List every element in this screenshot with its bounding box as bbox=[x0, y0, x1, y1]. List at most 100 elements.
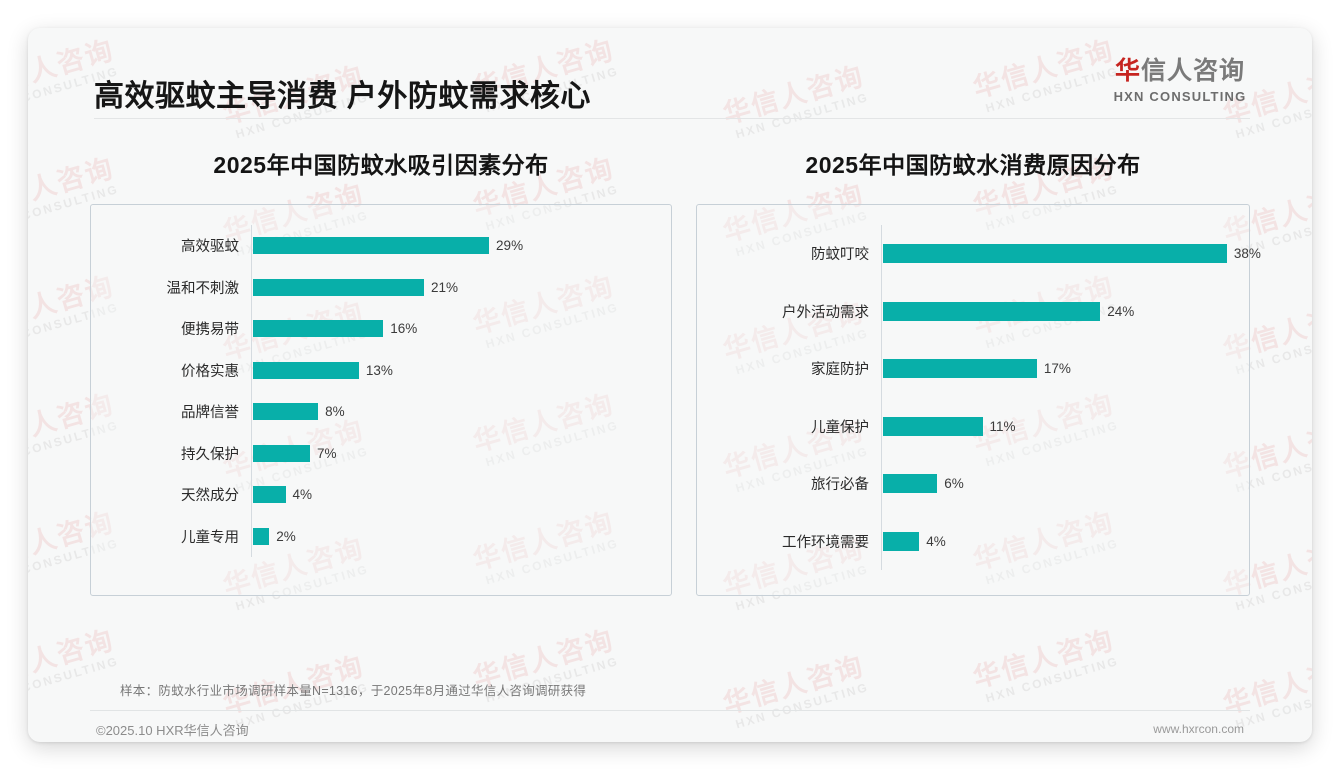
chart-panel-left: 2025年中国防蚊水吸引因素分布 高效驱蚊 29% 温和不刺激 21% 便携易带 16% 价… bbox=[90, 146, 672, 596]
bar bbox=[883, 244, 1227, 264]
watermark-chinese: 华信人咨询 bbox=[28, 624, 118, 694]
bar-category-label: 防蚊叮咬 bbox=[811, 247, 869, 264]
bar-value-label: 13% bbox=[365, 362, 393, 378]
bar-value-label: 24% bbox=[1107, 303, 1135, 319]
bar-category-label: 温和不刺激 bbox=[166, 280, 240, 297]
bar-value-label: 21% bbox=[430, 279, 458, 295]
bar-value-label: 11% bbox=[989, 418, 1016, 434]
bar-category-label: 天然成分 bbox=[181, 488, 239, 505]
watermark-english: HXN CONSULTING bbox=[1233, 679, 1312, 732]
bar-category-label: 品牌信誉 bbox=[181, 405, 239, 422]
bar-rows-left: 高效驱蚊 29% 温和不刺激 21% 便携易带 16% 价格实惠 13% 品牌信誉 8% 持久保护 7… bbox=[91, 225, 671, 557]
bar-category-label: 儿童专用 bbox=[181, 529, 239, 546]
header-divider bbox=[94, 118, 1250, 119]
sample-note: 样本：防蚊水行业市场调研样本量N=1316，于2025年8月通过华信人咨询调研获… bbox=[120, 684, 587, 698]
bar-track: 6% bbox=[881, 455, 1249, 513]
footer-divider bbox=[90, 710, 1250, 711]
bar-category-label: 家庭防护 bbox=[811, 362, 869, 379]
watermark-english: HXN CONSULTING bbox=[983, 653, 1121, 706]
bar-row: 温和不刺激 21% bbox=[91, 266, 671, 308]
chart-plot-area-right: 防蚊叮咬 38% 户外活动需求 24% 家庭防护 17% 儿童保护 11% 旅行必备 6% 工作环境… bbox=[696, 204, 1261, 596]
bar-row: 防蚊叮咬 38% bbox=[697, 225, 1261, 283]
bar-category-label: 价格实惠 bbox=[181, 363, 239, 380]
chart-title-left: 2025年中国防蚊水吸引因素分布 bbox=[213, 152, 549, 178]
copyright-text: ©2025.10 HXR华信人咨询 bbox=[96, 723, 249, 738]
bar-value-label: 17% bbox=[1043, 361, 1071, 377]
bar bbox=[253, 237, 490, 255]
bar-category-label: 儿童保护 bbox=[811, 419, 869, 436]
bar-category-label: 户外活动需求 bbox=[782, 304, 869, 321]
bar-row: 便携易带 16% bbox=[91, 308, 671, 350]
bar-row: 工作环境需要 4% bbox=[697, 512, 1249, 570]
slide-header: 高效驱蚊主导消费 户外防蚊需求核心 华信人咨询 HXN CONSULTING bbox=[28, 28, 1312, 118]
bar-value-label: 7% bbox=[316, 445, 337, 461]
bar-category-label: 旅行必备 bbox=[811, 477, 869, 494]
watermark-chinese: 华信人咨询 bbox=[968, 736, 1118, 742]
bar-track: 16% bbox=[251, 308, 671, 350]
bar-category-label: 工作环境需要 bbox=[782, 534, 869, 551]
watermark-chinese: 华信人咨询 bbox=[969, 624, 1118, 694]
bar-row: 高效驱蚊 29% bbox=[91, 225, 671, 267]
bar-row: 儿童保护 11% bbox=[697, 397, 1249, 455]
bar-category-label: 便携易带 bbox=[181, 322, 239, 339]
bar-row: 旅行必备 6% bbox=[697, 455, 1249, 513]
logo-english-text: HXN CONSULTING bbox=[1113, 88, 1247, 104]
bar-track: 17% bbox=[881, 340, 1249, 398]
watermark-english: HXN CONSULTING bbox=[28, 653, 121, 705]
bar-track: 7% bbox=[251, 432, 671, 474]
bar bbox=[253, 403, 319, 421]
bar-value-label: 8% bbox=[325, 404, 345, 420]
bar-track: 24% bbox=[881, 282, 1249, 340]
bar bbox=[253, 278, 424, 296]
bar bbox=[253, 444, 310, 462]
logo-hua-char: 华 bbox=[1114, 57, 1141, 85]
bar-value-label: 16% bbox=[390, 321, 418, 337]
bar-category-label: 高效驱蚊 bbox=[181, 239, 239, 256]
watermark-english: HXN CONSULTING bbox=[733, 679, 871, 732]
bar bbox=[253, 486, 286, 504]
chart-plot-area-left: 高效驱蚊 29% 温和不刺激 21% 便携易带 16% 价格实惠 13% 品牌信誉 8% 持久保护 7… bbox=[90, 204, 672, 596]
bar-track: 21% bbox=[251, 266, 671, 308]
bar-track: 8% bbox=[251, 391, 671, 433]
company-logo: 华信人咨询 HXN CONSULTING bbox=[1090, 57, 1270, 104]
watermark-chinese: 华信人咨询 bbox=[468, 736, 618, 742]
website-url[interactable]: www.hxrcon.com bbox=[1153, 722, 1244, 736]
bar-value-label: 6% bbox=[944, 476, 964, 492]
bar bbox=[253, 320, 384, 338]
bar-row: 户外活动需求 24% bbox=[697, 282, 1249, 340]
bar-track: 2% bbox=[251, 515, 671, 557]
bar-track: 4% bbox=[881, 512, 1249, 570]
bar bbox=[883, 474, 938, 494]
bar-row: 天然成分 4% bbox=[91, 474, 671, 516]
bar bbox=[883, 416, 983, 436]
chart-panel-right: 2025年中国防蚊水消费原因分布 防蚊叮咬 38% 户外活动需求 24% 家庭防护 17%… bbox=[696, 146, 1261, 596]
bar bbox=[253, 527, 270, 545]
bar-category-label: 持久保护 bbox=[181, 446, 239, 463]
bar-track: 13% bbox=[251, 349, 671, 391]
bar-value-label: 2% bbox=[276, 528, 296, 544]
bar-track: 29% bbox=[251, 225, 671, 267]
logo-rest-chars: 信人咨询 bbox=[1141, 57, 1246, 85]
bar bbox=[883, 301, 1101, 321]
bar-value-label: 38% bbox=[1233, 246, 1261, 262]
bar-row: 持久保护 7% bbox=[91, 432, 671, 474]
bar bbox=[883, 359, 1037, 379]
bar-rows-right: 防蚊叮咬 38% 户外活动需求 24% 家庭防护 17% 儿童保护 11% 旅行必备 6% 工作环境… bbox=[697, 225, 1261, 570]
bar-track: 38% bbox=[881, 225, 1261, 283]
bar-value-label: 4% bbox=[926, 533, 946, 549]
bar-track: 4% bbox=[251, 474, 671, 516]
logo-chinese-text: 华信人咨询 bbox=[1090, 57, 1270, 86]
bar-row: 价格实惠 13% bbox=[91, 349, 671, 391]
bar bbox=[883, 531, 920, 551]
bar-track: 11% bbox=[881, 397, 1249, 455]
bar bbox=[253, 361, 359, 379]
page-title: 高效驱蚊主导消费 户外防蚊需求核心 bbox=[94, 80, 591, 113]
chart-title-right: 2025年中国防蚊水消费原因分布 bbox=[805, 152, 1141, 178]
